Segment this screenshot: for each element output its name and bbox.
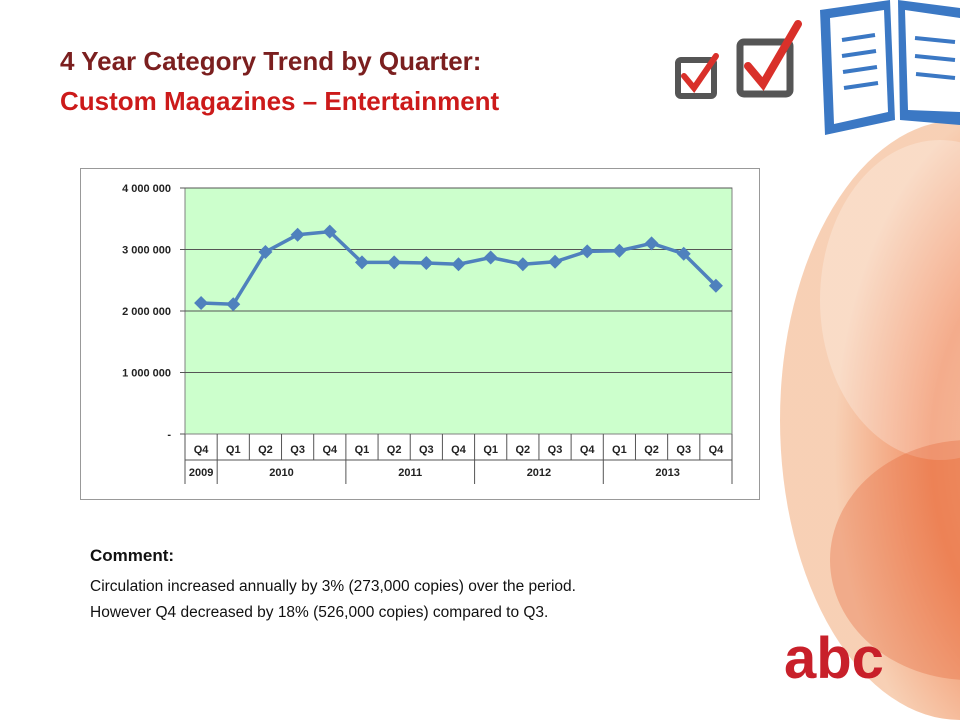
- year-group-label: 2010: [269, 467, 293, 479]
- year-group-label: 2009: [189, 467, 213, 479]
- x-tick-label: Q1: [226, 444, 241, 456]
- x-tick-label: Q3: [290, 444, 305, 456]
- x-tick-label: Q4: [322, 444, 338, 456]
- data-point-marker: [580, 244, 595, 259]
- data-point-marker: [194, 296, 209, 311]
- y-tick-label: 2 000 000: [122, 306, 171, 318]
- x-tick-label: Q2: [387, 444, 402, 456]
- data-point-marker: [483, 250, 498, 265]
- x-tick-label: Q1: [612, 444, 627, 456]
- x-tick-label: Q4: [580, 444, 596, 456]
- comment-line-1: Circulation increased annually by 3% (27…: [90, 578, 576, 595]
- data-point-marker: [226, 297, 241, 312]
- svg-text:abc: abc: [784, 626, 884, 691]
- x-tick-label: Q3: [676, 444, 691, 456]
- data-point-marker: [515, 257, 530, 272]
- comment-line-2: However Q4 decreased by 18% (526,000 cop…: [90, 604, 549, 621]
- x-tick-label: Q2: [516, 444, 531, 456]
- x-tick-label: Q4: [709, 444, 725, 456]
- x-tick-label: Q3: [419, 444, 434, 456]
- circulation-line-chart: - 1 000 000 2 000 000 3 000 000 4 000 000 Q4…: [80, 168, 760, 500]
- data-point-marker: [612, 243, 627, 258]
- data-point-marker: [419, 256, 434, 271]
- comment-block: Comment: Circulation increased annually …: [90, 546, 576, 626]
- checkbox-book-icons: [675, 0, 960, 135]
- y-tick-label: 1 000 000: [122, 368, 171, 380]
- x-tick-label: Q1: [483, 444, 498, 456]
- data-point-marker: [322, 224, 337, 239]
- x-tick-label: Q4: [451, 444, 467, 456]
- y-tick-label: -: [167, 429, 171, 441]
- x-tick-label: Q1: [355, 444, 370, 456]
- open-book-icon: [820, 0, 960, 135]
- y-tick-label: 3 000 000: [122, 245, 171, 257]
- data-point-marker: [387, 255, 402, 270]
- slide-title-line1: 4 Year Category Trend by Quarter:: [60, 46, 482, 76]
- year-group-label: 2012: [527, 467, 551, 479]
- x-tick-label: Q3: [548, 444, 563, 456]
- year-group-label: 2011: [398, 467, 422, 479]
- year-group-label: 2013: [655, 467, 679, 479]
- small-checkbox-icon: [675, 53, 719, 99]
- comment-heading: Comment:: [90, 546, 175, 565]
- large-checkbox-icon: [736, 20, 802, 98]
- data-point-marker: [354, 255, 369, 270]
- y-tick-label: 4 000 000: [122, 183, 171, 195]
- x-tick-label: Q2: [644, 444, 659, 456]
- data-point-marker: [708, 278, 723, 293]
- data-point-marker: [644, 236, 659, 251]
- data-point-marker: [451, 257, 466, 272]
- data-point-marker: [290, 227, 305, 242]
- x-tick-label: Q4: [194, 444, 210, 456]
- slide-title-line2: Custom Magazines – Entertainment: [60, 86, 500, 116]
- data-point-marker: [676, 246, 691, 261]
- x-tick-label: Q2: [258, 444, 273, 456]
- decorative-orange-texture: [780, 120, 960, 720]
- data-point-marker: [258, 244, 273, 259]
- abc-logo: abc: [784, 626, 884, 691]
